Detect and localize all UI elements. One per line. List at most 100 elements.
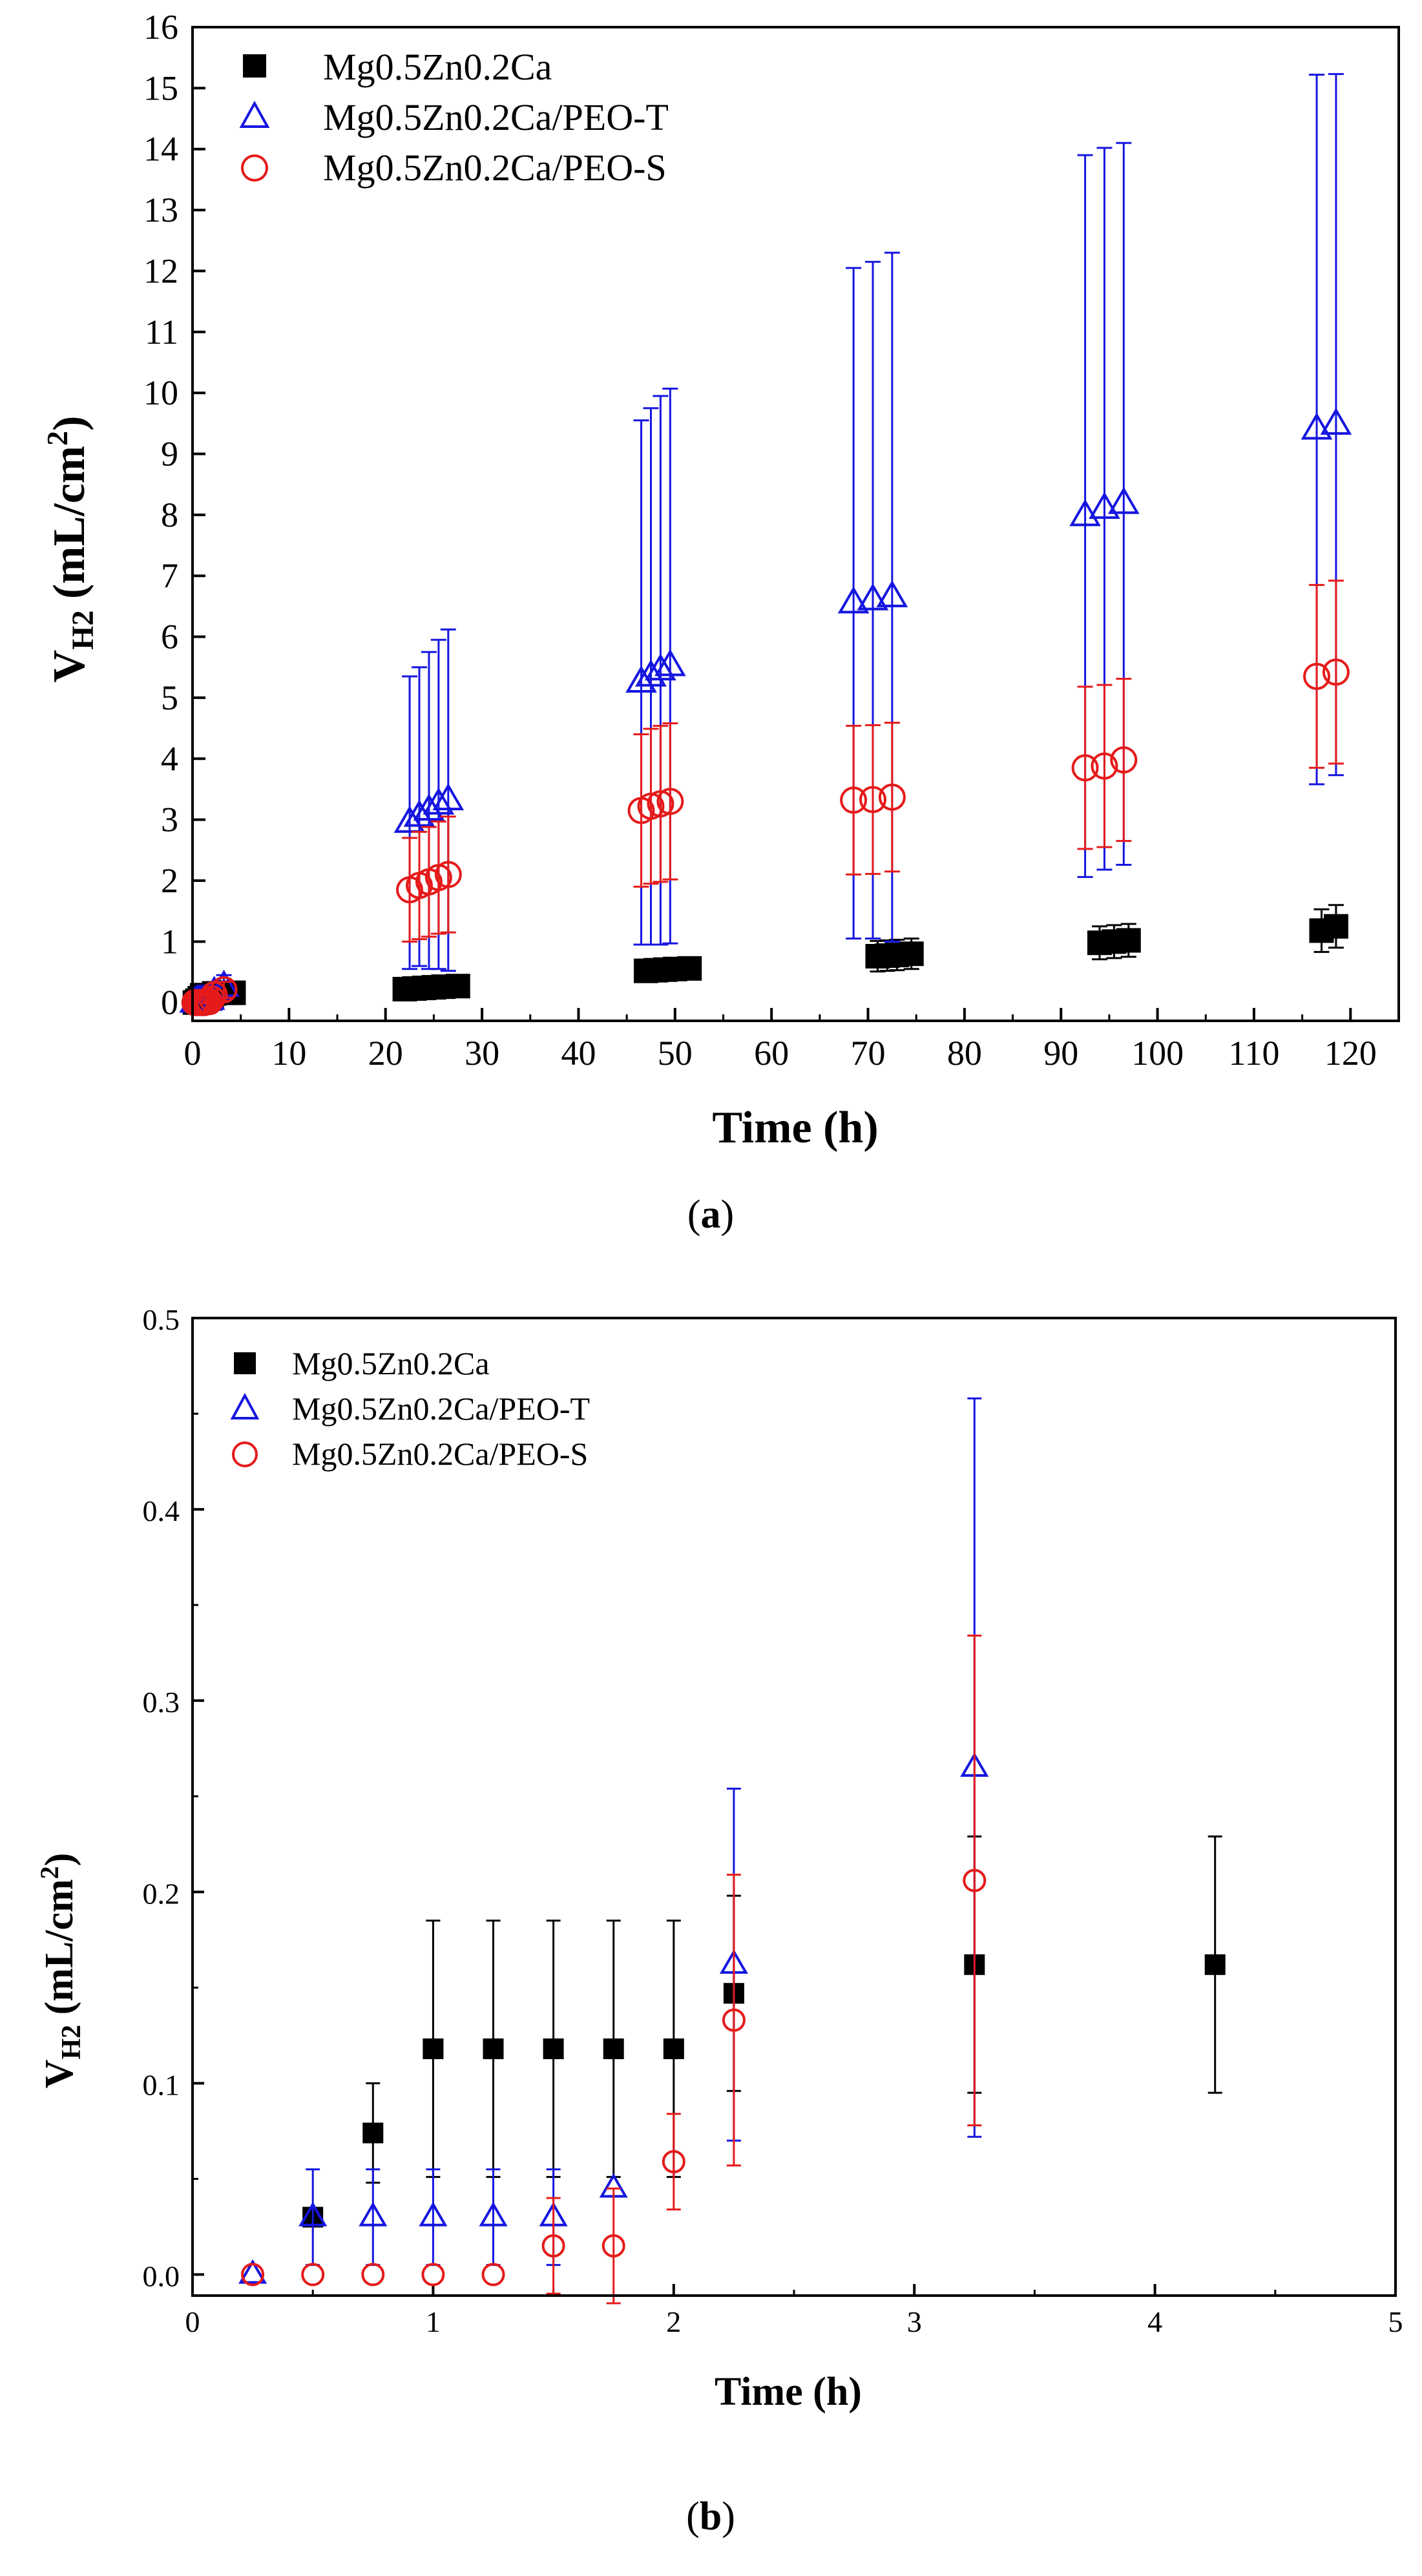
data-point-triangle <box>837 586 870 614</box>
data-point-square <box>1323 914 1348 939</box>
legend-open-circle-icon <box>241 154 268 182</box>
data-point-square <box>445 974 470 999</box>
data-point-triangle <box>1301 412 1333 440</box>
panel-a-label: (a) <box>687 1193 734 1237</box>
chart-a-legend-item-2: Mg0.5Zn0.2Ca/PEO-T <box>239 96 669 138</box>
chart-b-tick-labels: 0 1 2 3 4 5 0.0 0.1 0.2 0.3 0.4 0.5 <box>143 1303 1403 2338</box>
x-tick-label: 90 <box>1043 1034 1078 1073</box>
y-tick-label: 6 <box>161 618 178 656</box>
data-point-triangle <box>1107 487 1140 514</box>
chart-b-legend-item-2: Mg0.5Zn0.2Ca/PEO-T <box>230 1390 590 1427</box>
data-point-square <box>603 2038 624 2060</box>
y-tick-label: 0.5 <box>143 1303 180 1336</box>
data-point-square <box>899 941 924 967</box>
chart-a-x-axis-title: Time (h) <box>712 1103 878 1153</box>
data-point-circle <box>301 2263 325 2287</box>
data-point-square <box>543 2038 564 2060</box>
x-tick-label: 2 <box>666 2305 681 2338</box>
x-tick-label: 20 <box>368 1034 403 1073</box>
data-point-square <box>677 956 702 981</box>
x-tick-label: 30 <box>465 1034 499 1073</box>
chart-b-plot-frame <box>191 1317 1397 2297</box>
data-point-square <box>1116 928 1141 953</box>
data-point-triangle <box>423 787 455 815</box>
chart-b-data-marks <box>238 1397 1226 2305</box>
y-tick-label: 0.3 <box>143 1686 180 1719</box>
y-tick-label: 0.1 <box>143 2068 180 2101</box>
x-tick-label: 60 <box>754 1034 789 1073</box>
y-tick-label: 0.4 <box>143 1494 180 1527</box>
x-tick-label: 10 <box>271 1034 306 1073</box>
y-tick-label: 1 <box>161 922 178 961</box>
chart-b: 0 1 2 3 4 5 0.0 0.1 0.2 0.3 0.4 0.5 Time (h) VH2 (m… <box>35 1303 1403 2539</box>
chart-b-legend-label-2: Mg0.5Zn0.2Ca/PEO-T <box>292 1390 590 1427</box>
data-point-circle <box>963 1869 987 1892</box>
legend-filled-square-icon <box>243 54 266 78</box>
x-tick-label: 3 <box>907 2305 922 2338</box>
data-point-circle <box>840 786 868 814</box>
x-tick-label: 5 <box>1388 2305 1403 2338</box>
chart-a-y-axis-title: VH2 (mL/cm2) <box>41 416 100 683</box>
y-tick-label: 7 <box>161 556 178 595</box>
data-point-triangle <box>359 2201 388 2226</box>
data-point-circle <box>722 2008 746 2032</box>
data-point-triangle <box>876 580 908 607</box>
data-point-circle <box>647 790 674 818</box>
legend-open-circle-icon <box>232 1441 258 1467</box>
y-tick-label: 4 <box>161 739 178 778</box>
data-point-triangle <box>419 2201 448 2226</box>
chart-a-tick-labels: 0 10 20 30 40 50 60 70 80 90 100 110 120012345678910… <box>143 8 1377 1073</box>
y-tick-label: 10 <box>143 373 178 412</box>
data-point-circle <box>481 2263 505 2287</box>
chart-b-legend-item-3: Mg0.5Zn0.2Ca/PEO-S <box>232 1436 588 1472</box>
y-tick-label: 15 <box>143 68 178 107</box>
chart-a-legend-item-1: Mg0.5Zn0.2Ca <box>243 46 552 88</box>
chart-b-legend-label-1: Mg0.5Zn0.2Ca <box>292 1345 490 1381</box>
x-tick-label: 0 <box>185 2305 200 2338</box>
data-point-circle <box>541 2234 565 2258</box>
data-point-triangle <box>298 2201 328 2226</box>
chart-a-legend-item-3: Mg0.5Zn0.2Ca/PEO-S <box>241 147 667 189</box>
y-tick-label: 0.2 <box>143 1877 180 1910</box>
data-point-triangle <box>1089 492 1120 519</box>
legend-open-triangle-icon <box>230 1392 260 1419</box>
data-point-triangle <box>432 783 465 811</box>
chart-a-ticks <box>191 26 1352 1021</box>
y-tick-label: 13 <box>143 191 178 229</box>
data-point-circle <box>637 792 665 820</box>
data-point-triangle <box>479 2201 508 2226</box>
data-point-triangle <box>1320 407 1352 435</box>
data-point-circle <box>859 786 886 813</box>
chart-a-data-marks <box>179 73 1352 1016</box>
data-point-circle <box>241 2263 265 2287</box>
y-tick-label: 14 <box>143 130 178 169</box>
data-point-circle <box>878 783 906 811</box>
x-tick-label: 110 <box>1228 1034 1279 1073</box>
y-tick-label: 12 <box>143 251 178 290</box>
chart-b-legend-label-3: Mg0.5Zn0.2Ca/PEO-S <box>292 1436 588 1472</box>
x-tick-label: 80 <box>947 1034 982 1073</box>
data-point-circle <box>1091 752 1118 780</box>
chart-a-legend-label-2: Mg0.5Zn0.2Ca/PEO-T <box>323 96 669 138</box>
data-point-circle <box>361 2263 385 2287</box>
data-point-square <box>1204 1954 1226 1975</box>
chart-b-legend: Mg0.5Zn0.2Ca Mg0.5Zn0.2Ca/PEO-T Mg0.5Zn0… <box>230 1345 590 1472</box>
x-tick-label: 120 <box>1324 1034 1377 1073</box>
data-point-triangle <box>1069 499 1101 527</box>
data-point-circle <box>656 788 684 815</box>
data-point-square <box>483 2038 504 2060</box>
series-3 <box>181 580 1350 1016</box>
data-point-circle <box>210 976 238 1003</box>
chart-b-legend-item-1: Mg0.5Zn0.2Ca <box>234 1345 490 1381</box>
y-tick-label: 8 <box>161 496 178 534</box>
data-point-square <box>423 2038 444 2060</box>
chart-a-plot-frame <box>191 26 1400 1022</box>
data-point-triangle <box>238 2259 267 2284</box>
panel-b-label: (b) <box>686 2495 735 2539</box>
y-tick-label: 2 <box>161 861 178 900</box>
legend-open-triangle-icon <box>239 100 270 128</box>
x-tick-label: 50 <box>658 1034 693 1073</box>
legend-filled-square-icon <box>234 1352 256 1374</box>
y-tick-label: 5 <box>161 678 178 717</box>
chart-a-legend-label-1: Mg0.5Zn0.2Ca <box>323 46 552 88</box>
